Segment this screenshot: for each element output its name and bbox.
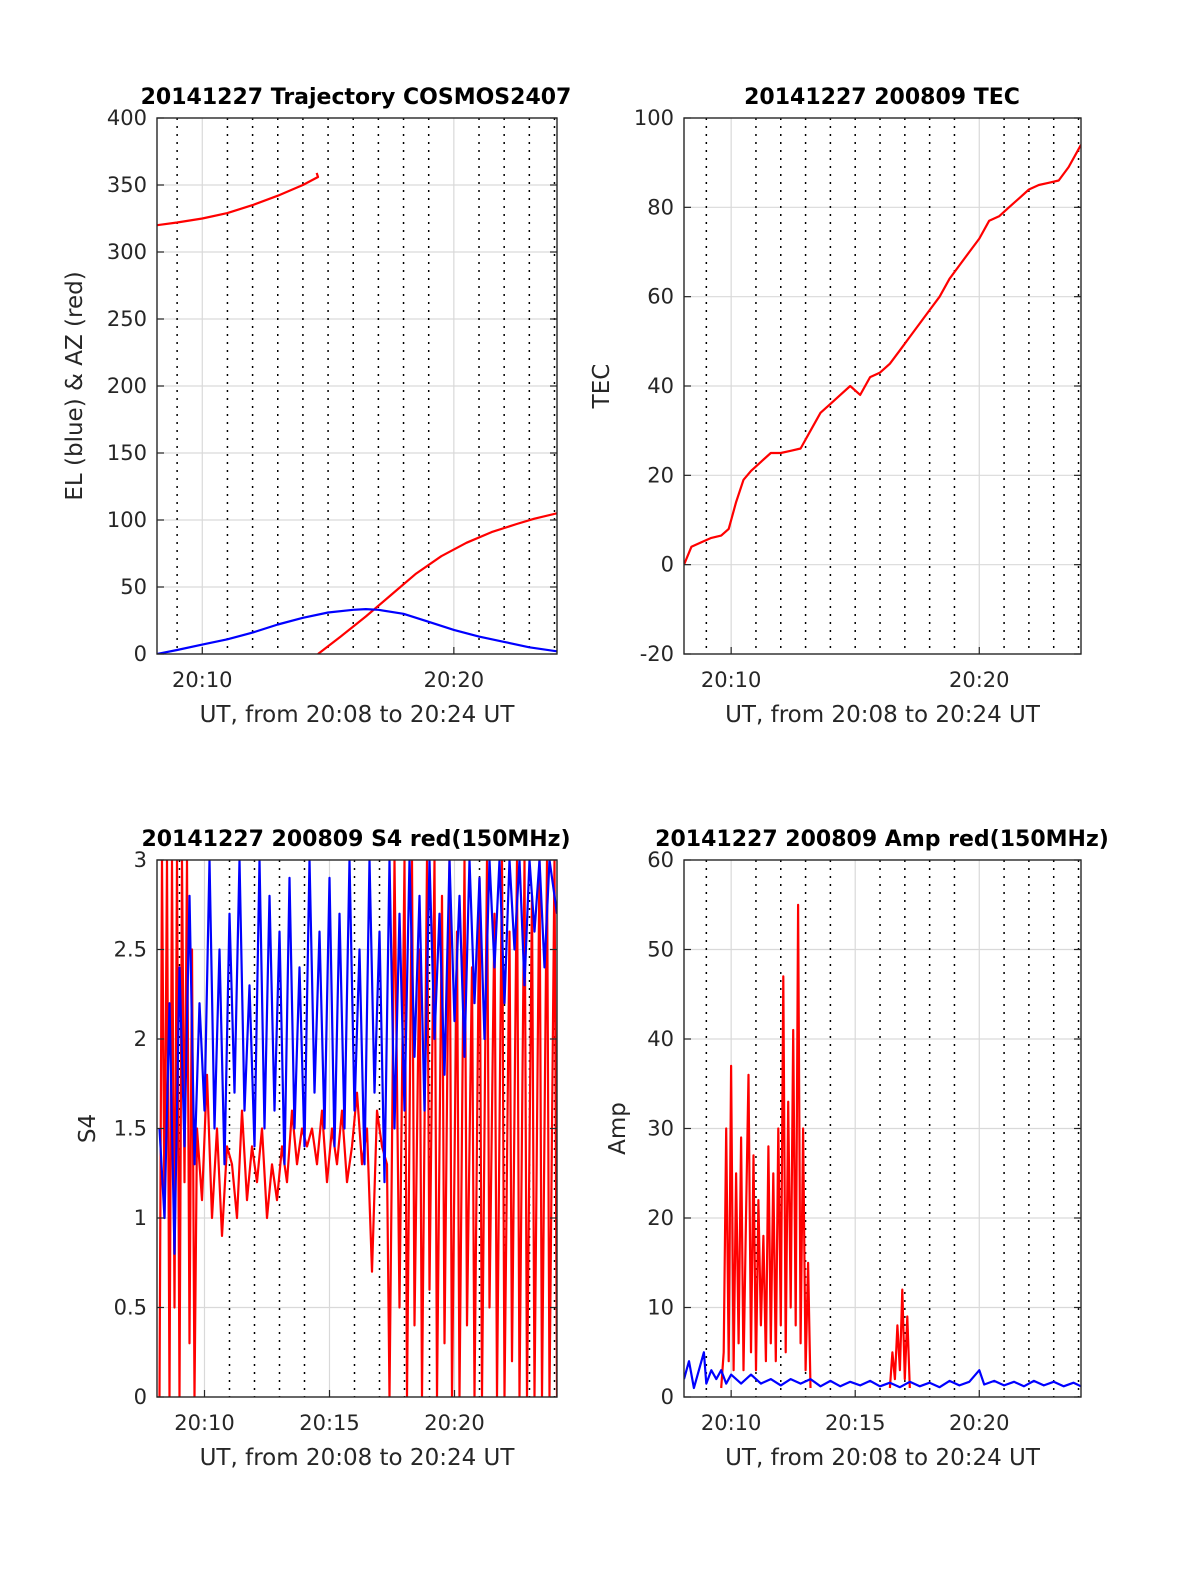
- y-tick-label: 20: [647, 463, 674, 487]
- y-axis-label: TEC: [589, 364, 615, 410]
- trajectory-red-series-line: [317, 512, 557, 654]
- y-tick-label: 100: [107, 508, 147, 532]
- chart-title: 20141227 200809 TEC: [744, 85, 1020, 110]
- x-tick-label: 20:20: [949, 1411, 1010, 1435]
- plot-area: [158, 860, 557, 1397]
- plot-area: [684, 903, 1081, 1390]
- s4-chart: 0 0.5 1 1.5 2 2.5 3 20:10 20:15 20:20 20141227 200…: [75, 827, 571, 1471]
- y-tick-label: 200: [107, 374, 147, 398]
- y-tick-label: 10: [647, 1296, 674, 1320]
- trajectory-blue-series-line: [157, 608, 557, 654]
- y-axis-label: S4: [75, 1114, 101, 1143]
- x-axis-label: UT, from 20:08 to 20:24 UT: [200, 1445, 516, 1471]
- y-tick-label: 100: [634, 106, 674, 130]
- amp-red-series-line: [888, 1288, 911, 1389]
- tec-chart: -20 0 20 40 60 80 100 20:10 20:20 20141227 200809…: [589, 85, 1082, 728]
- s4-red-series-line: [158, 860, 557, 1397]
- y-tick-label: 250: [107, 307, 147, 331]
- x-axis-label: UT, from 20:08 to 20:24 UT: [200, 702, 516, 728]
- y-tick-label: 50: [120, 575, 147, 599]
- amp-red-series-line: [720, 903, 812, 1389]
- y-tick-label: 350: [107, 173, 147, 197]
- x-tick-label: 20:20: [424, 668, 485, 692]
- y-tick-label: 1: [134, 1206, 147, 1230]
- y-tick-label: 60: [647, 285, 674, 309]
- trajectory-red-series-line: [157, 172, 320, 227]
- y-tick-label: 80: [647, 195, 674, 219]
- x-axis-label: UT, from 20:08 to 20:24 UT: [725, 1445, 1041, 1471]
- y-axis-label: Amp: [605, 1102, 631, 1155]
- y-tick-label: 50: [647, 938, 674, 962]
- plot-area: [684, 144, 1081, 566]
- tec-red-series-line: [684, 144, 1081, 566]
- trajectory-chart: 0 50 100 150 200 250 300 350 400 20:10 20:20 201412…: [62, 85, 571, 728]
- amp-chart: 0 10 20 30 40 50 60 20:10 20:15 20:20 20141227 200…: [605, 827, 1109, 1471]
- y-tick-label: 2: [134, 1027, 147, 1051]
- y-tick-label: 150: [107, 441, 147, 465]
- y-tick-label: 2.5: [114, 938, 147, 962]
- y-tick-label: 20: [647, 1206, 674, 1230]
- y-tick-label: 0: [134, 642, 147, 666]
- y-tick-label: 400: [107, 106, 147, 130]
- x-tick-label: 20:20: [424, 1411, 485, 1435]
- y-tick-label: 30: [647, 1117, 674, 1141]
- y-tick-label: 0: [661, 553, 674, 577]
- amp-blue-series-line: [684, 1351, 1081, 1390]
- y-tick-label: 60: [647, 848, 674, 872]
- x-tick-label: 20:10: [174, 1411, 235, 1435]
- chart-title: 20141227 200809 Amp red(150MHz): [655, 827, 1109, 852]
- y-tick-label: 40: [647, 374, 674, 398]
- y-axis-label: EL (blue) & AZ (red): [62, 271, 88, 500]
- y-tick-label: 0: [134, 1385, 147, 1409]
- plot-area: [157, 172, 557, 654]
- y-tick-label: 3: [134, 848, 147, 872]
- x-tick-label: 20:15: [825, 1411, 886, 1435]
- x-tick-label: 20:15: [299, 1411, 360, 1435]
- x-tick-label: 20:10: [701, 1411, 762, 1435]
- x-axis-label: UT, from 20:08 to 20:24 UT: [725, 702, 1041, 728]
- y-tick-label: 1.5: [114, 1117, 147, 1141]
- y-tick-label: 40: [647, 1027, 674, 1051]
- y-tick-label: 0.5: [114, 1296, 147, 1320]
- y-tick-label: -20: [640, 642, 674, 666]
- x-tick-label: 20:20: [949, 668, 1010, 692]
- y-tick-label: 300: [107, 240, 147, 264]
- x-tick-label: 20:10: [172, 668, 233, 692]
- chart-title: 20141227 200809 S4 red(150MHz): [141, 827, 570, 852]
- y-tick-label: 0: [661, 1385, 674, 1409]
- chart-title: 20141227 Trajectory COSMOS2407: [141, 85, 572, 110]
- x-tick-label: 20:10: [701, 668, 762, 692]
- s4-blue-series-line: [158, 860, 557, 1255]
